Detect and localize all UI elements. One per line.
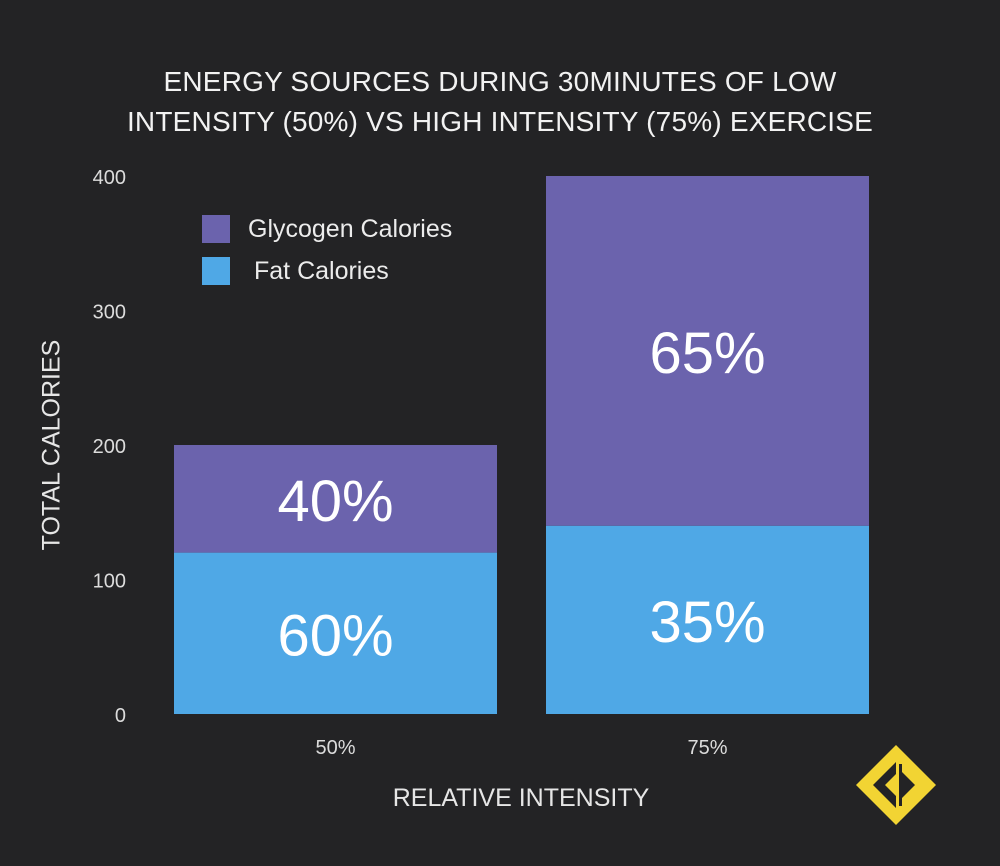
y-tick-label-300: 300: [93, 302, 126, 324]
diamond-bracket-logo-icon: [856, 745, 936, 825]
bar-glycogen-2: [546, 176, 869, 526]
y-tick-label-400: 400: [93, 167, 126, 189]
y-tick-label-200: 200: [93, 436, 126, 458]
bar-fat-2: [546, 525, 869, 714]
x-axis-label: RELATIVE INTENSITY: [392, 784, 650, 812]
legend-label-fat: Fat Calories: [254, 256, 389, 285]
legend: Glycogen Calories Fat Calories: [202, 214, 452, 298]
legend-item-glycogen: Glycogen Calories: [202, 214, 452, 244]
x-tick-label-1: 50%: [315, 737, 355, 759]
x-tick-label-2: 75%: [687, 737, 727, 759]
legend-item-fat: Fat Calories: [202, 256, 452, 286]
y-tick-label-100: 100: [93, 571, 126, 593]
chart-title: ENERGY SOURCES DURING 30MINUTES OF LOW I…: [0, 62, 1000, 142]
legend-swatch-fat: [202, 257, 230, 285]
legend-label-glycogen: Glycogen Calories: [248, 214, 453, 243]
data-label-glycogen-2: 65%: [649, 321, 765, 386]
chart-title-line-2: INTENSITY (50%) VS HIGH INTENSITY (75%) …: [126, 106, 874, 137]
y-axis-label: TOTAL CALORIES: [37, 339, 66, 551]
data-label-fat-2: 35%: [649, 590, 765, 655]
chart-title-line-1: ENERGY SOURCES DURING 30MINUTES OF LOW: [163, 66, 837, 97]
bar-fat-1: [174, 552, 497, 714]
bar-glycogen-1: [174, 445, 497, 553]
legend-swatch-glycogen: [202, 215, 230, 243]
data-label-glycogen-1: 40%: [277, 469, 393, 534]
data-label-fat-1: 60%: [277, 603, 393, 668]
y-tick-label-0: 0: [115, 705, 126, 727]
